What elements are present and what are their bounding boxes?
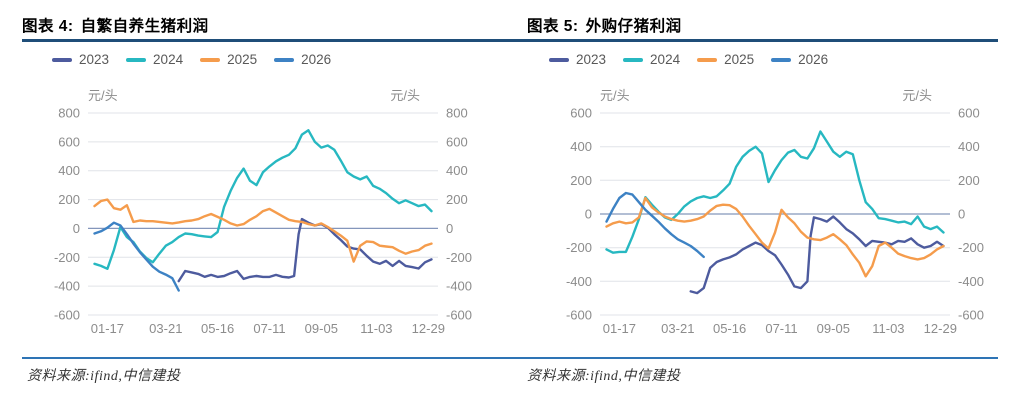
legend-item-2024: 2024 [126, 53, 183, 67]
legend-label: 2023 [79, 52, 110, 67]
legend-label: 2025 [227, 52, 258, 67]
legend-item-2026: 2026 [274, 53, 331, 67]
footer-rule [22, 357, 998, 359]
figure-panel-left: 图表 4: 自繁自养生猪利润 2023 2024 2025 2026 -600 -600-… [0, 0, 512, 360]
legend-line-swatch [52, 58, 72, 62]
y-tick-label-right: 400 [958, 139, 980, 154]
x-tick-label: 12-29 [412, 321, 445, 336]
x-tick-label: 03-21 [661, 321, 694, 336]
legend-label: 2026 [798, 52, 829, 67]
y-tick-label-right: -200 [446, 250, 472, 265]
y-tick-label-left: -200 [566, 240, 592, 255]
legend-item-2025: 2025 [200, 53, 257, 67]
series-line-2026 [93, 221, 180, 292]
y-tick-label-left: 0 [73, 221, 80, 236]
y-tick-label-right: 800 [446, 106, 468, 121]
legend-line-swatch [200, 58, 221, 62]
series-line-2023 [689, 215, 945, 295]
y-tick-label-left: -400 [54, 279, 80, 294]
x-tick-label: 11-03 [872, 321, 904, 336]
y-tick-label-left: 400 [570, 139, 592, 154]
legend-line-swatch [274, 58, 295, 62]
chart-legend: 2023 2024 2025 2026 [52, 53, 331, 67]
y-tick-label-left: -600 [566, 308, 592, 323]
figure-name: 外购仔猪利润 [585, 18, 682, 35]
source-note-left: 资料来源:ifind,中信建投 [27, 369, 181, 384]
y-tick-label-right: 600 [958, 106, 980, 121]
legend-item-2023: 2023 [52, 53, 109, 67]
axis-unit-label-left: 元/头 [88, 88, 118, 103]
y-tick-label-left: 400 [58, 163, 80, 178]
legend-line-swatch [549, 58, 569, 62]
x-tick-label: 05-16 [713, 321, 746, 336]
legend-label: 2026 [301, 52, 332, 67]
figure-label: 图表 4: [22, 18, 74, 35]
y-tick-label-left: 600 [58, 134, 80, 149]
legend-line-swatch [771, 58, 792, 62]
y-tick-label-right: 400 [446, 163, 468, 178]
y-tick-label-left: -400 [566, 274, 592, 289]
legend-item-2024: 2024 [623, 53, 680, 67]
y-tick-label-left: 200 [58, 192, 80, 207]
y-tick-label-left: 800 [58, 106, 80, 121]
legend-line-swatch [623, 58, 644, 62]
series-line-2025 [93, 198, 433, 263]
series-line-2023 [177, 217, 433, 283]
series-line-2024 [93, 129, 433, 271]
y-tick-label-right: -600 [446, 308, 472, 323]
x-tick-label: 07-11 [765, 321, 797, 336]
legend-line-swatch [126, 58, 147, 62]
x-tick-label: 01-17 [603, 321, 636, 336]
legend-item-2026: 2026 [771, 53, 828, 67]
legend-label: 2023 [576, 52, 607, 67]
line-chart-self-breeding-profit: -600 -600 -400 -400 -200 -200 0 0 200 200 400 400 60… [54, 88, 472, 336]
legend-label: 2024 [153, 52, 184, 67]
series-line-2025 [605, 196, 945, 278]
title-rule [22, 39, 512, 42]
y-tick-label-right: -400 [446, 279, 472, 294]
x-tick-label: 01-17 [91, 321, 124, 336]
line-chart-purchased-piglet-profit: -600 -600 -400 -400 -200 -200 0 0 200 200 400 400 60… [566, 88, 984, 336]
legend-item-2025: 2025 [697, 53, 754, 67]
x-tick-label: 11-03 [360, 321, 392, 336]
y-tick-label-right: -200 [958, 240, 984, 255]
x-tick-label: 05-16 [201, 321, 234, 336]
source-note-right: 资料来源:ifind,中信建投 [527, 369, 681, 384]
legend-line-swatch [697, 58, 718, 62]
y-tick-label-right: 200 [958, 173, 980, 188]
x-tick-label: 07-11 [253, 321, 285, 336]
y-tick-label-right: 0 [446, 221, 453, 236]
figure-title-left: 图表 4: 自繁自养生猪利润 [22, 14, 209, 36]
x-tick-label: 09-05 [305, 321, 338, 336]
y-tick-label-left: -600 [54, 308, 80, 323]
y-tick-label-right: 200 [446, 192, 468, 207]
y-tick-label-left: 600 [570, 106, 592, 121]
figure-name: 自繁自养生猪利润 [80, 18, 209, 35]
y-tick-label-left: -200 [54, 250, 80, 265]
title-rule [512, 39, 998, 42]
axis-unit-label-right: 元/头 [390, 88, 420, 103]
y-tick-label-right: 0 [958, 207, 965, 222]
figure-title-right: 图表 5: 外购仔猪利润 [527, 14, 682, 36]
y-tick-label-left: 200 [570, 173, 592, 188]
y-tick-label-right: 600 [446, 134, 468, 149]
figure-label: 图表 5: [527, 18, 579, 35]
chart-legend: 2023 2024 2025 2026 [549, 53, 828, 67]
y-tick-label-left: 0 [585, 207, 592, 222]
series-line-2026 [605, 191, 705, 259]
legend-label: 2024 [650, 52, 681, 67]
figure-panel-right: 图表 5: 外购仔猪利润 2023 2024 2025 2026 -600 -600 -40… [512, 0, 1024, 360]
axis-unit-label-left: 元/头 [600, 88, 630, 103]
y-tick-label-right: -400 [958, 274, 984, 289]
y-tick-label-right: -600 [958, 308, 984, 323]
legend-item-2023: 2023 [549, 53, 606, 67]
legend-label: 2025 [724, 52, 755, 67]
x-tick-label: 12-29 [924, 321, 957, 336]
x-tick-label: 09-05 [817, 321, 850, 336]
axis-unit-label-right: 元/头 [902, 88, 932, 103]
x-tick-label: 03-21 [149, 321, 182, 336]
